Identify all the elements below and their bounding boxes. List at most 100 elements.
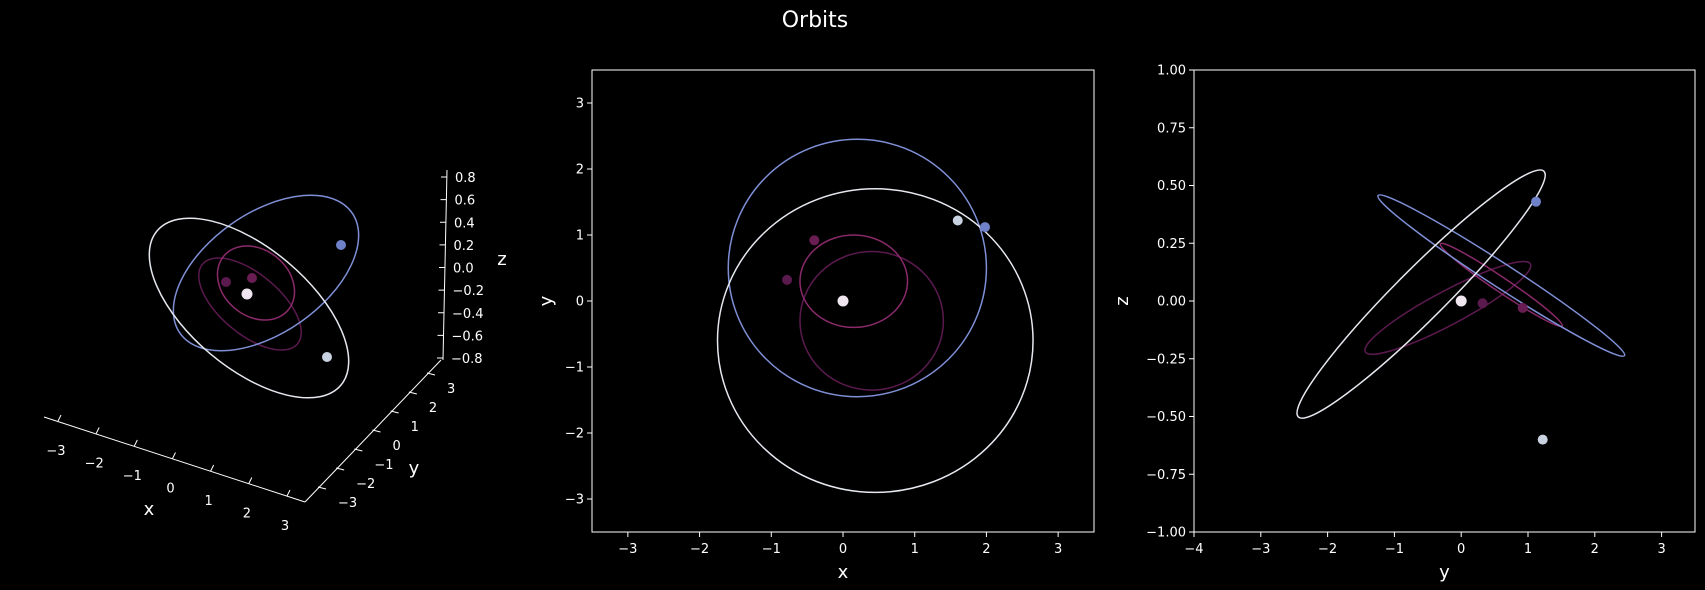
x-tick-label: −4 [1184,542,1203,557]
y-tick-mark [408,391,417,395]
central-body-marker [837,295,849,307]
x-tick-mark [210,464,215,472]
planet-marker-4 [1537,434,1548,445]
x-tick-mark [286,489,291,497]
orbit-2 [1439,242,1564,328]
x-tick-mark [133,439,138,447]
planet-marker-3d-3 [336,240,346,250]
x-tick-mark [172,452,176,459]
y-tick-label: 0.50 [1157,179,1186,194]
planet-marker-3d-4 [322,352,332,362]
y-tick-label: 1 [411,420,419,435]
orbit-3 [1377,194,1626,358]
orbit-1 [799,250,945,391]
z-tick-label: −0.2 [453,284,485,299]
x-tick-label: −3 [46,444,65,459]
x-tick-label: 1 [1524,542,1532,557]
planet-marker-3d-2 [221,277,231,287]
y-tick-label: −1.00 [1146,526,1186,541]
planet-marker-3 [979,222,990,233]
z-tick-label: 0.2 [454,239,475,254]
orbit-3d-4 [148,217,350,399]
x-tick-label: −2 [85,457,104,472]
x-tick-label: 2 [982,542,990,557]
x-tick-label: 3 [1054,542,1062,557]
planet-marker-2 [1477,298,1488,309]
orbit-3d-3 [172,194,360,352]
y-tick-mark [336,467,345,471]
x-axis-label: x [838,562,849,583]
y-tick-mark [426,372,436,376]
x-axis-label: y [1439,562,1450,583]
y-tick-label: 1 [576,229,584,244]
orbit-3 [727,138,988,398]
planet-marker-4 [952,215,963,226]
orbit-1 [1364,260,1532,356]
orbit-3d-1 [197,257,303,351]
x-tick-label: 1 [911,542,919,557]
x-axis-label: x [144,499,155,520]
y-tick-label: −3 [565,493,584,508]
x-tick-label: 0 [1457,542,1465,557]
y-tick-mark [372,429,381,433]
y-tick-label: 2 [429,401,437,416]
y-axis-label: z [1112,296,1133,305]
z-tick-label: −0.4 [452,307,484,322]
y-tick-mark [390,410,399,414]
y-tick-label: 0.25 [1157,237,1186,252]
x-tick-label: −1 [762,542,781,557]
y-axis-label: y [409,458,420,479]
orbit-2 [799,234,909,329]
y-tick-label: 3 [576,97,584,112]
y-tick-label: 2 [576,163,584,178]
y-tick-label: 3 [447,382,455,397]
planet-marker-2 [782,274,793,285]
x-axis-line [43,416,306,503]
panel-yz-projection: −4 −3 −2 −1 0 1 2 3 −1.00 −0.75 −0.50 −0.25 0.00 0.25… [1112,64,1696,583]
y-tick-label: −2 [356,477,375,492]
y-tick-mark [354,448,363,452]
y-tick-label: 1.00 [1157,64,1186,79]
y-tick-label: −1 [374,458,393,473]
z-axis-label: z [497,249,506,270]
planet-marker-1 [809,235,820,246]
x-tick-label: −1 [1385,542,1404,557]
x-tick-label: 3 [1657,542,1665,557]
y-tick-label: −3 [338,496,357,511]
x-tick-label: −2 [690,542,709,557]
y-tick-mark [317,486,327,490]
planet-marker-3 [1531,196,1542,207]
x-tick-label: −3 [618,542,637,557]
y-tick-label: −0.75 [1146,468,1186,483]
x-tick-label: 2 [243,507,251,522]
orbit-3d-2 [216,245,296,321]
planet-marker-1 [1517,302,1528,313]
z-tick-label: −0.6 [452,329,484,344]
y-tick-label: 0 [576,295,584,310]
z-tick-label: 0.4 [454,216,475,231]
x-tick-mark [248,477,253,484]
z-tick-label: 0.6 [455,194,476,209]
central-body-marker [1455,295,1467,307]
axes-frame [1193,69,1696,533]
z-tick-label: −0.8 [451,352,483,367]
orbit-4 [1296,169,1546,419]
z-axis-line [442,169,448,361]
x-tick-label: −1 [123,469,142,484]
x-tick-mark [95,427,100,434]
panel-xy-projection: −3 −2 −1 0 1 2 3 −3 −2 −1 0 1 2 3 x y [536,69,1095,583]
y-tick-label: 0.75 [1157,121,1186,136]
orbit-4 [716,188,1034,494]
z-tick-label: 0.0 [453,262,474,277]
x-tick-label: −2 [1318,542,1337,557]
x-tick-label: −3 [1251,542,1270,557]
figure-title: Orbits [782,8,849,33]
x-tick-label: 1 [205,494,213,509]
x-tick-mark [57,414,62,422]
z-tick-label: 0.8 [455,171,476,186]
y-tick-label: 0 [393,439,401,454]
x-tick-label: 2 [1591,542,1599,557]
y-tick-label: −0.25 [1146,352,1186,367]
planet-marker-3d-1 [247,273,257,283]
